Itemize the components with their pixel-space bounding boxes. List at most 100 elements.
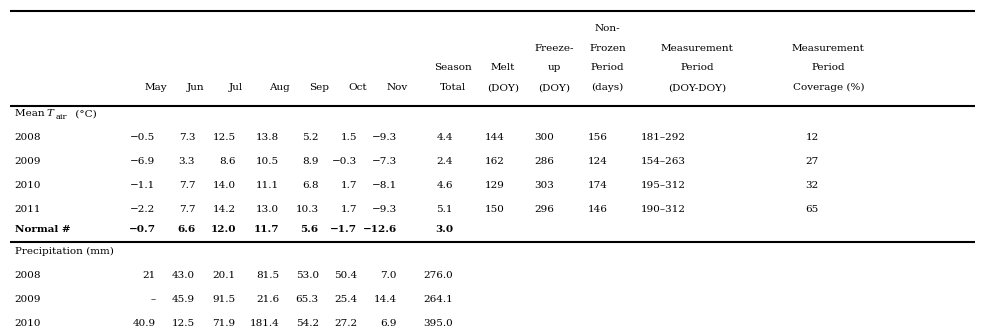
Text: 264.1: 264.1 [424, 295, 453, 304]
Text: 54.2: 54.2 [296, 319, 319, 328]
Text: Melt: Melt [491, 63, 515, 72]
Text: (DOY): (DOY) [488, 83, 519, 92]
Text: 45.9: 45.9 [172, 295, 195, 304]
Text: 7.3: 7.3 [178, 133, 195, 142]
Text: Oct: Oct [348, 83, 366, 92]
Text: 2.4: 2.4 [436, 157, 453, 166]
Text: 10.3: 10.3 [296, 205, 319, 214]
Text: T: T [46, 109, 53, 118]
Text: 181–292: 181–292 [640, 133, 686, 142]
Text: 1.5: 1.5 [341, 133, 358, 142]
Text: Nov: Nov [386, 83, 408, 92]
Text: Non-: Non- [595, 24, 621, 33]
Text: 4.4: 4.4 [436, 133, 453, 142]
Text: Sep: Sep [308, 83, 329, 92]
Text: 2008: 2008 [15, 133, 41, 142]
Text: 20.1: 20.1 [213, 271, 235, 280]
Text: up: up [548, 63, 561, 72]
Text: Coverage (%): Coverage (%) [793, 83, 864, 92]
Text: Precipitation (mm): Precipitation (mm) [15, 247, 113, 256]
Text: May: May [144, 83, 166, 92]
Text: 12: 12 [806, 133, 819, 142]
Text: 2009: 2009 [15, 157, 41, 166]
Text: 11.7: 11.7 [254, 225, 279, 234]
Text: 65: 65 [806, 205, 819, 214]
Text: Normal #: Normal # [15, 225, 70, 234]
Text: (°C): (°C) [72, 109, 97, 118]
Text: 3.0: 3.0 [434, 225, 453, 234]
Text: 5.2: 5.2 [302, 133, 319, 142]
Text: Jul: Jul [229, 83, 243, 92]
Text: 50.4: 50.4 [334, 271, 358, 280]
Text: 6.9: 6.9 [380, 319, 397, 328]
Text: 7.7: 7.7 [178, 205, 195, 214]
Text: −9.3: −9.3 [371, 205, 397, 214]
Text: 3.3: 3.3 [178, 157, 195, 166]
Text: −8.1: −8.1 [371, 181, 397, 190]
Text: Measurement: Measurement [792, 44, 865, 53]
Text: −0.3: −0.3 [332, 157, 358, 166]
Text: 2011: 2011 [15, 205, 41, 214]
Text: 144: 144 [486, 133, 505, 142]
Text: 32: 32 [806, 181, 819, 190]
Text: Period: Period [681, 63, 714, 72]
Text: 5.6: 5.6 [300, 225, 319, 234]
Text: Jun: Jun [186, 83, 204, 92]
Text: Freeze-: Freeze- [535, 44, 574, 53]
Text: 21: 21 [143, 271, 156, 280]
Text: 43.0: 43.0 [172, 271, 195, 280]
Text: Season: Season [434, 63, 472, 72]
Text: 162: 162 [486, 157, 505, 166]
Text: 8.6: 8.6 [220, 157, 235, 166]
Text: 6.6: 6.6 [177, 225, 195, 234]
Text: 2010: 2010 [15, 181, 41, 190]
Text: Mean: Mean [15, 109, 47, 118]
Text: −9.3: −9.3 [371, 133, 397, 142]
Text: (DOY-DOY): (DOY-DOY) [668, 83, 726, 92]
Text: 2009: 2009 [15, 295, 41, 304]
Text: −12.6: −12.6 [362, 225, 397, 234]
Text: −1.7: −1.7 [330, 225, 358, 234]
Text: 4.6: 4.6 [436, 181, 453, 190]
Text: 91.5: 91.5 [213, 295, 235, 304]
Text: 300: 300 [535, 133, 555, 142]
Text: 190–312: 190–312 [640, 205, 686, 214]
Text: 53.0: 53.0 [296, 271, 319, 280]
Text: 7.7: 7.7 [178, 181, 195, 190]
Text: 10.5: 10.5 [256, 157, 279, 166]
Text: 146: 146 [587, 205, 608, 214]
Text: 154–263: 154–263 [640, 157, 686, 166]
Text: 81.5: 81.5 [256, 271, 279, 280]
Text: 2008: 2008 [15, 271, 41, 280]
Text: −2.2: −2.2 [130, 205, 156, 214]
Text: 6.8: 6.8 [302, 181, 319, 190]
Text: 296: 296 [535, 205, 555, 214]
Text: −7.3: −7.3 [371, 157, 397, 166]
Text: 8.9: 8.9 [302, 157, 319, 166]
Text: −6.9: −6.9 [130, 157, 156, 166]
Text: 14.0: 14.0 [213, 181, 235, 190]
Text: 14.4: 14.4 [374, 295, 397, 304]
Text: 395.0: 395.0 [424, 319, 453, 328]
Text: (DOY): (DOY) [538, 83, 570, 92]
Text: 1.7: 1.7 [341, 181, 358, 190]
Text: 303: 303 [535, 181, 555, 190]
Text: –: – [151, 295, 156, 304]
Text: 1.7: 1.7 [341, 205, 358, 214]
Text: 286: 286 [535, 157, 555, 166]
Text: 150: 150 [486, 205, 505, 214]
Text: 129: 129 [486, 181, 505, 190]
Text: 12.5: 12.5 [213, 133, 235, 142]
Text: 27: 27 [806, 157, 819, 166]
Text: Aug: Aug [269, 83, 290, 92]
Text: 25.4: 25.4 [334, 295, 358, 304]
Text: 124: 124 [587, 157, 608, 166]
Text: 13.0: 13.0 [256, 205, 279, 214]
Text: 2010: 2010 [15, 319, 41, 328]
Text: 27.2: 27.2 [334, 319, 358, 328]
Text: 195–312: 195–312 [640, 181, 686, 190]
Text: 174: 174 [587, 181, 608, 190]
Text: 65.3: 65.3 [296, 295, 319, 304]
Text: Total: Total [439, 83, 466, 92]
Text: 40.9: 40.9 [133, 319, 156, 328]
